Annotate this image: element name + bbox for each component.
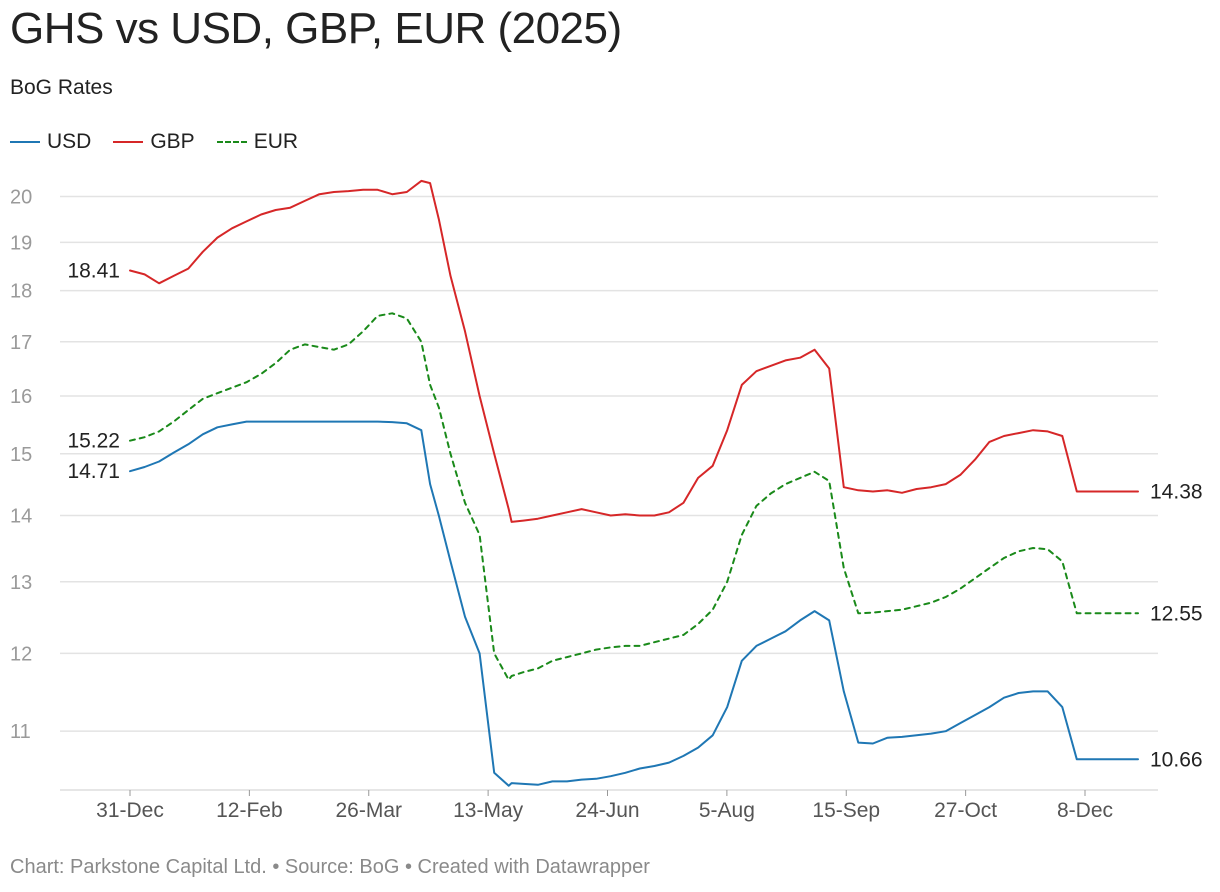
legend-item-gbp: GBP [113,130,195,154]
series-line-usd [129,420,1139,787]
y-tick-label: 17 [10,332,32,354]
legend-item-eur: EUR [216,130,299,154]
legend-swatch-usd [10,141,40,143]
x-tick-label: 15-Sep [812,799,880,822]
y-tick-label: 18 [10,281,32,303]
legend-swatch-eur [216,141,247,143]
x-tick-label: 31-Dec [96,799,164,822]
x-tick-label: 26-Mar [335,799,402,822]
x-tick-label: 5-Aug [699,799,755,822]
y-tick-label: 20 [10,186,32,208]
legend-label-eur: EUR [253,130,299,153]
start-label-eur: 15.22 [67,430,120,453]
y-tick-label: 12 [10,643,32,665]
legend-label-gbp: GBP [150,130,195,153]
end-label-usd: 10.66 [1150,748,1203,771]
chart-title: GHS vs USD, GBP, EUR (2025) [10,4,622,53]
y-tick-label: 16 [10,386,32,408]
x-tick-label: 24-Jun [575,799,639,822]
y-tick-label: 11 [10,721,31,743]
chart-subtitle: BoG Rates [10,76,113,99]
end-label-gbp: 14.38 [1150,481,1203,504]
x-tick-label: 12-Feb [216,799,283,822]
start-label-usd: 14.71 [67,460,120,483]
chart-footer: Chart: Parkstone Capital Ltd. • Source: … [10,856,650,878]
y-tick-label: 19 [10,232,32,254]
x-tick-label: 8-Dec [1057,799,1113,822]
x-tick-label: 27-Oct [934,799,997,822]
series-line-gbp [129,179,1139,523]
start-label-gbp: 18.41 [67,260,120,283]
x-tick-label: 13-May [453,799,524,822]
chart-legend: USD GBP EUR [10,130,320,154]
legend-label-usd: USD [47,130,92,153]
end-label-eur: 12.55 [1150,602,1203,625]
legend-item-usd: USD [10,130,91,154]
y-tick-label: 13 [10,572,32,594]
series-line-eur [129,312,1139,681]
y-tick-label: 14 [10,505,32,527]
y-tick-label: 15 [10,444,32,466]
legend-swatch-gbp [113,141,144,143]
